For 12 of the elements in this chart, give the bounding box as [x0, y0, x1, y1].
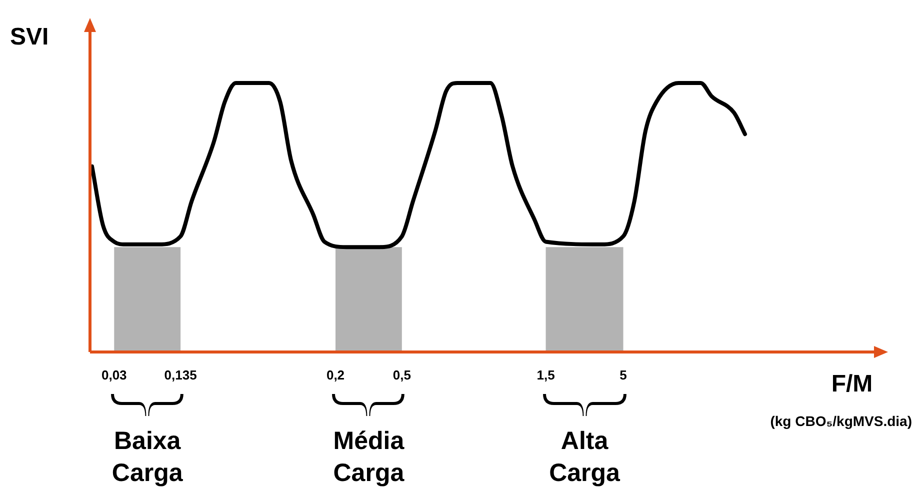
band-label: Média Carga: [333, 426, 406, 487]
x-tick-label: 0,5: [392, 367, 411, 382]
x-axis-title: F/M: [831, 370, 873, 398]
y-axis-title: SVI: [10, 24, 49, 51]
x-tick-label: 5: [620, 367, 627, 382]
band-label: Baixa Carga: [112, 426, 184, 487]
x-tick-label: 0,2: [326, 367, 345, 382]
text: (kg CBO₅/kgMVS.dia): [770, 412, 912, 429]
x-tick-label: 0,135: [164, 367, 197, 382]
x-tick-label: 0,03: [101, 367, 127, 382]
band-label: Alta Carga: [549, 426, 622, 487]
x-tick-label: 1,5: [536, 367, 555, 382]
